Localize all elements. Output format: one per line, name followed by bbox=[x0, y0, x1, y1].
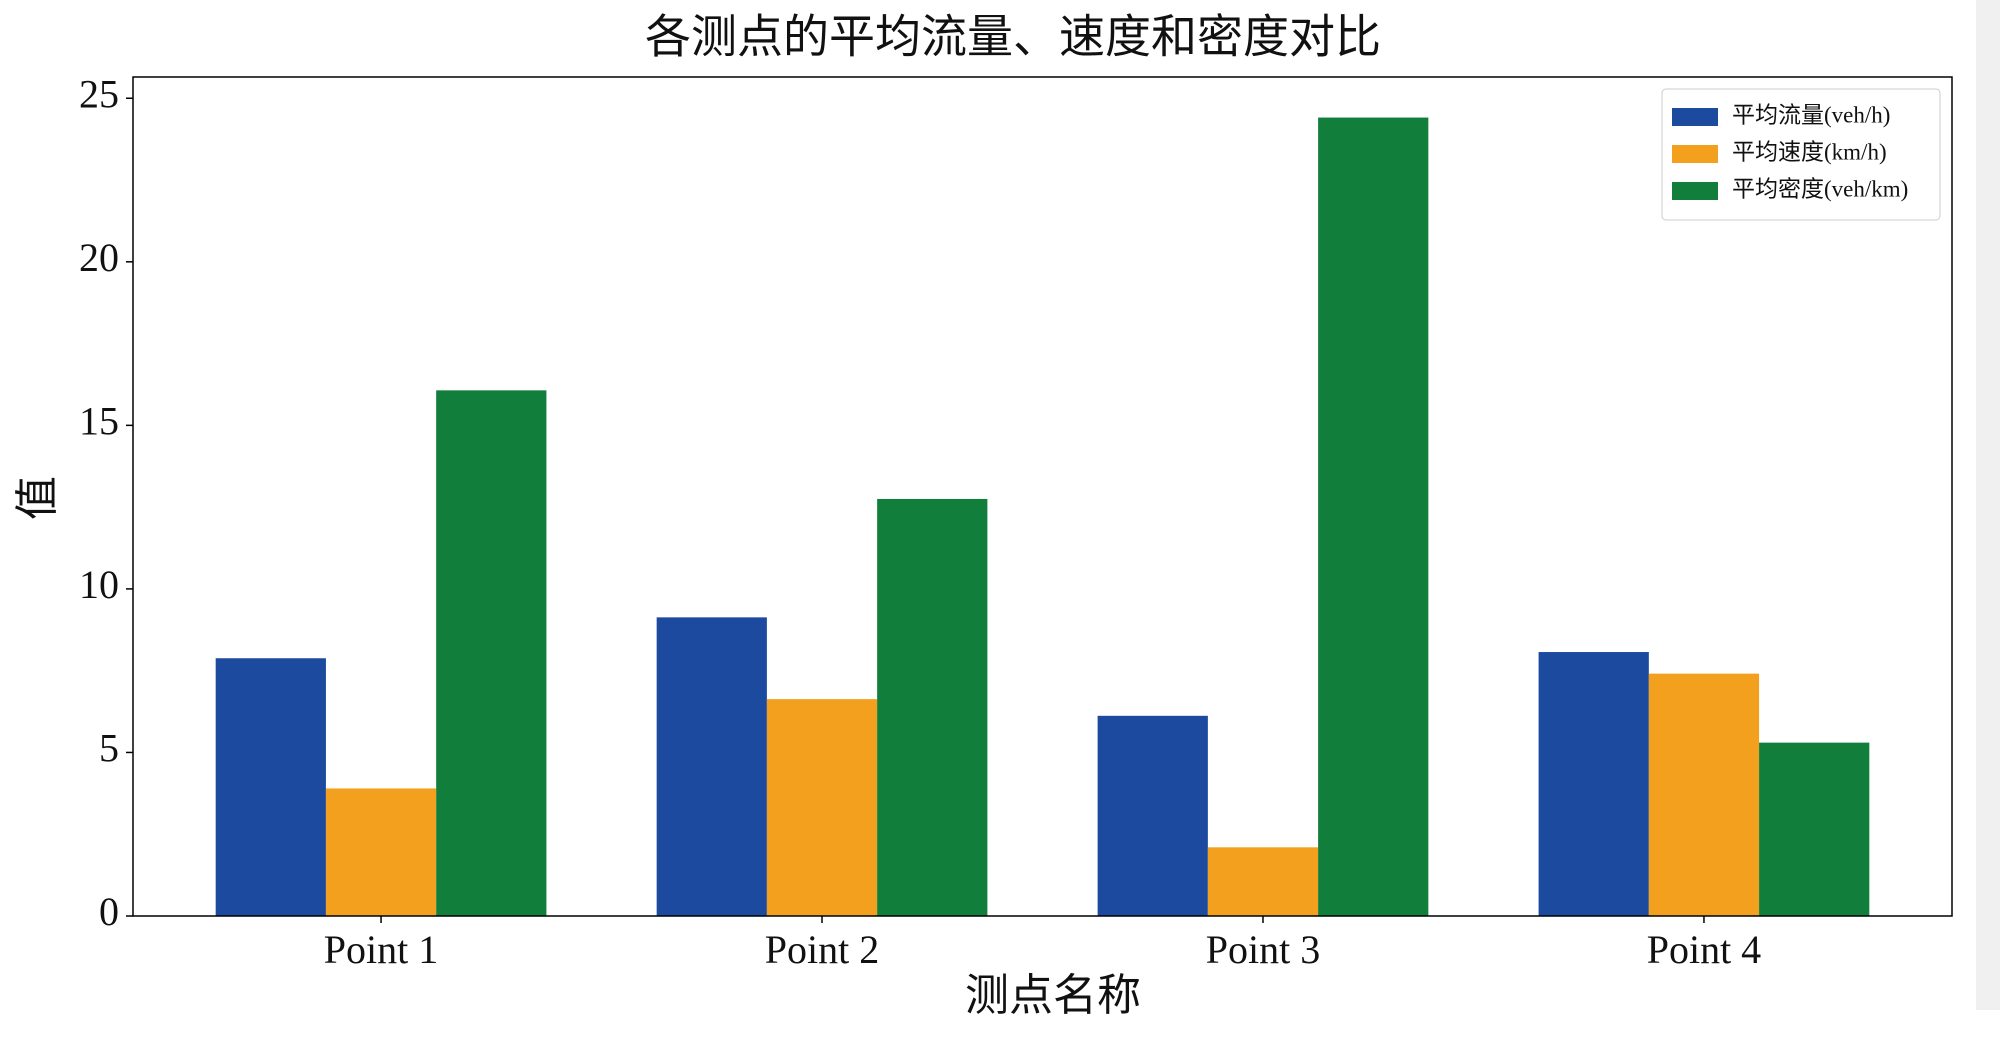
legend-label: 平均密度(veh/km) bbox=[1732, 176, 1908, 201]
bar bbox=[1318, 117, 1429, 917]
bar bbox=[215, 658, 326, 916]
bar bbox=[656, 617, 767, 916]
legend-label: 平均速度(km/h) bbox=[1732, 139, 1887, 164]
y-tick-label: 5 bbox=[99, 726, 119, 771]
bar bbox=[1538, 652, 1649, 916]
bar bbox=[1648, 673, 1760, 916]
bar bbox=[1097, 715, 1208, 916]
x-tick-label: Point 4 bbox=[1647, 927, 1761, 972]
x-axis-label: 测点名称 bbox=[965, 971, 1141, 1020]
y-tick-label: 15 bbox=[79, 399, 119, 444]
x-tick-label: Point 3 bbox=[1206, 927, 1320, 972]
bar bbox=[1207, 847, 1319, 916]
legend-box bbox=[1661, 88, 1941, 221]
scrollbar[interactable] bbox=[1976, 0, 2000, 1010]
legend-swatch bbox=[1672, 145, 1718, 163]
bar bbox=[1759, 742, 1870, 916]
y-tick-label: 0 bbox=[99, 889, 119, 934]
y-tick-label: 20 bbox=[79, 235, 119, 280]
y-axis-label: 值 bbox=[13, 476, 62, 520]
legend-label: 平均流量(veh/h) bbox=[1732, 102, 1890, 127]
y-tick-label: 25 bbox=[79, 71, 119, 116]
chart-title: 各测点的平均流量、速度和密度对比 bbox=[645, 12, 1381, 63]
x-tick-label: Point 1 bbox=[324, 927, 438, 972]
bar bbox=[877, 498, 988, 916]
plot-frame bbox=[132, 76, 1953, 917]
bar bbox=[325, 788, 437, 916]
legend-swatch bbox=[1672, 108, 1718, 126]
x-tick-label: Point 2 bbox=[765, 927, 879, 972]
bar bbox=[766, 699, 878, 916]
bar bbox=[436, 390, 547, 916]
legend-swatch bbox=[1672, 182, 1718, 200]
y-tick-label: 10 bbox=[79, 562, 119, 607]
